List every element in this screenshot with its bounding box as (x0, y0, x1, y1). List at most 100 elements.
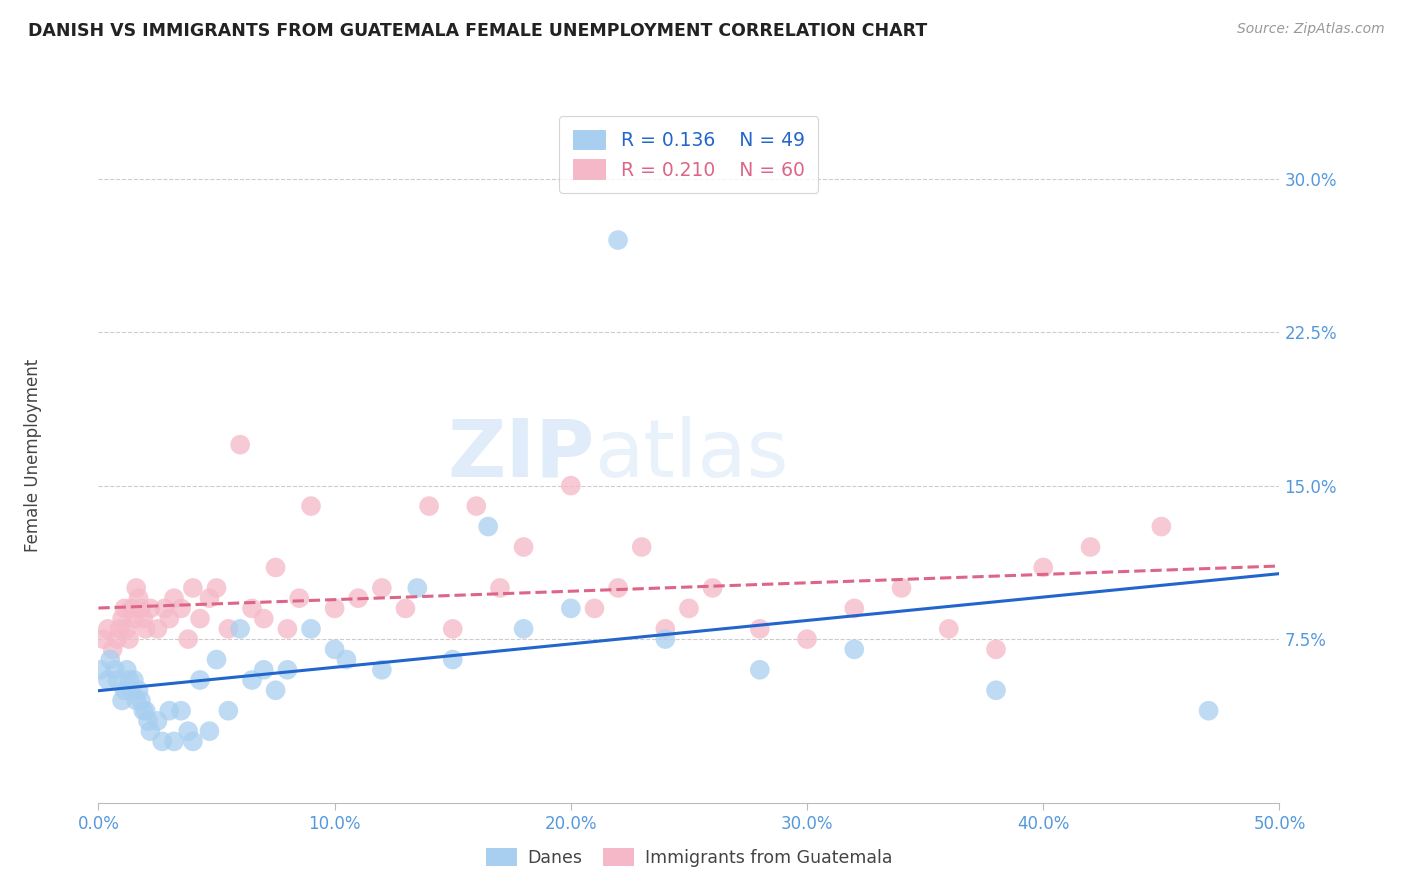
Point (205, 581, 228, 595)
Point (938, 622, 960, 636)
Point (121, 601, 143, 615)
Point (264, 560, 287, 574)
Point (984, 683, 1007, 698)
Point (253, 663, 276, 677)
Point (146, 622, 169, 636)
Point (299, 622, 322, 636)
Point (129, 601, 152, 615)
Point (129, 693, 152, 707)
Point (748, 622, 770, 636)
Point (1080, 540, 1102, 554)
Point (441, 652, 464, 666)
Point (253, 612, 276, 626)
Point (1198, 704, 1220, 718)
Point (347, 591, 370, 606)
Point (188, 612, 211, 626)
Point (122, 612, 145, 626)
Point (229, 622, 252, 636)
Point (607, 581, 630, 595)
Point (157, 612, 180, 626)
Point (1032, 560, 1054, 574)
Legend: Danes, Immigrants from Guatemala: Danes, Immigrants from Guatemala (478, 841, 900, 874)
Point (240, 601, 263, 615)
Point (630, 540, 652, 554)
Point (97, 673, 120, 687)
Point (125, 581, 148, 595)
Point (229, 438, 252, 452)
Point (115, 622, 138, 636)
Text: atlas: atlas (595, 416, 789, 494)
Point (115, 663, 138, 677)
Point (139, 601, 162, 615)
Point (441, 622, 464, 636)
Point (163, 591, 186, 606)
Point (512, 540, 534, 554)
Point (105, 632, 128, 646)
Point (97, 622, 120, 636)
Point (477, 519, 499, 533)
Point (394, 601, 416, 615)
Point (135, 622, 157, 636)
Point (748, 663, 770, 677)
Point (90, 663, 112, 677)
Point (128, 591, 150, 606)
Point (104, 663, 127, 677)
Point (371, 663, 394, 677)
Point (217, 704, 239, 718)
Point (702, 581, 724, 595)
Point (153, 601, 176, 615)
Point (560, 478, 582, 492)
Point (678, 601, 700, 615)
Point (150, 734, 173, 748)
Point (128, 683, 150, 698)
Point (181, 581, 204, 595)
Point (112, 683, 135, 698)
Point (135, 704, 157, 718)
Point (288, 591, 311, 606)
Point (157, 704, 180, 718)
Point (796, 632, 818, 646)
Point (583, 601, 606, 615)
Text: Source: ZipAtlas.com: Source: ZipAtlas.com (1237, 22, 1385, 37)
Point (512, 622, 534, 636)
Point (170, 704, 193, 718)
Point (984, 642, 1007, 657)
Point (122, 673, 145, 687)
Point (198, 591, 221, 606)
Point (240, 673, 263, 687)
Text: Female Unemployment: Female Unemployment (24, 359, 42, 551)
Point (465, 499, 488, 513)
Point (371, 581, 394, 595)
Point (844, 601, 866, 615)
Point (188, 673, 211, 687)
Point (108, 622, 131, 636)
Point (276, 663, 298, 677)
Point (139, 724, 162, 739)
Point (217, 622, 239, 636)
Text: DANISH VS IMMIGRANTS FROM GUATEMALA FEMALE UNEMPLOYMENT CORRELATION CHART: DANISH VS IMMIGRANTS FROM GUATEMALA FEMA… (28, 22, 928, 40)
Point (299, 499, 322, 513)
Point (323, 601, 346, 615)
Point (111, 612, 134, 626)
Point (136, 714, 159, 728)
Point (111, 693, 134, 707)
Point (181, 734, 204, 748)
Point (607, 233, 630, 247)
Point (132, 612, 155, 626)
Point (105, 673, 128, 687)
Point (560, 601, 582, 615)
Point (205, 652, 228, 666)
Point (146, 714, 169, 728)
Point (323, 642, 346, 657)
Point (335, 652, 357, 666)
Point (654, 622, 676, 636)
Point (118, 632, 141, 646)
Point (125, 693, 148, 707)
Point (132, 704, 155, 718)
Point (101, 642, 124, 657)
Point (177, 632, 200, 646)
Point (406, 581, 429, 595)
Point (844, 642, 866, 657)
Point (418, 499, 440, 513)
Point (264, 683, 287, 698)
